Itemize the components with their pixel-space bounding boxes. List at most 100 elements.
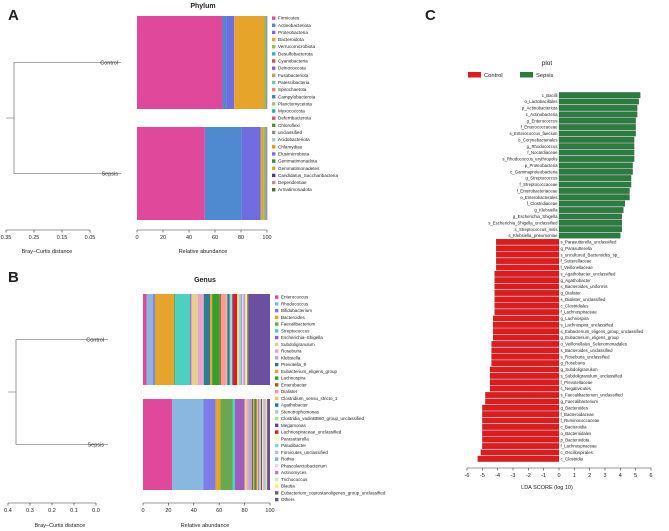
legend-label: Planctomycetota — [278, 101, 312, 106]
lda-bar-label: f_Nocardiaceae — [527, 150, 558, 155]
bar-segment-control-27 — [244, 294, 247, 385]
bar-segment-control-25 — [242, 294, 244, 385]
lda-bar-label: g_Eubacterium_eligens_group — [561, 335, 620, 340]
lda-bar — [558, 105, 638, 111]
bar-segment-sepsis-8 — [247, 399, 249, 490]
legend-swatch — [275, 362, 279, 367]
bar-segment-sepsis-3 — [215, 399, 221, 490]
legend-swatch — [275, 403, 279, 407]
lda-bar — [489, 372, 560, 379]
lda-bar — [482, 424, 560, 430]
panel-c-title: plot — [542, 60, 553, 67]
legend-label: Bifidobacterium — [281, 308, 312, 313]
bar-segment-control-20 — [233, 294, 238, 385]
x-tick-label: -4 — [495, 473, 500, 479]
panel-letter-a: A — [8, 7, 19, 24]
lda-bar — [482, 404, 560, 411]
bar-segment-sepsis-28 — [266, 399, 267, 490]
bar-segment-sepsis-4 — [220, 399, 233, 490]
legend-label-sepsis: Sepsis — [536, 73, 554, 79]
legend-label: Bacteroidota — [278, 37, 304, 42]
legend-label: Campylobacterota — [278, 94, 316, 99]
lda-bar-label: c_Oscillospirales — [561, 450, 593, 455]
legend-label: Agathobacter — [281, 403, 308, 408]
lda-bar — [494, 302, 560, 309]
lda-bar-label: g_Klebsiella — [534, 208, 558, 213]
x-tick-label: -1 — [541, 473, 546, 479]
legend-label: Parasutterella — [281, 436, 309, 441]
lda-bar — [558, 200, 626, 207]
x-tick-label: 5 — [634, 473, 637, 479]
legend-swatch — [272, 30, 276, 35]
lda-bar-label: s_Roseburia_unclassified — [561, 354, 611, 359]
sample-label-control: Control — [100, 61, 118, 67]
lda-bar-label: g_Dialister — [561, 291, 582, 296]
lda-bar-label: s_uncultured_Bacteroides_sp_ — [561, 252, 621, 257]
lda-bar-label: g_Parasutterella — [561, 246, 593, 251]
bar-segment-control-26 — [243, 294, 245, 385]
legend-label: Chlamydiae — [278, 144, 303, 149]
legend-swatch — [272, 109, 276, 113]
bar-segment-control-4 — [264, 16, 266, 109]
x-tick-label: 60 — [212, 235, 218, 241]
lda-bar — [496, 245, 560, 252]
bar-segment-control-12 — [212, 294, 220, 385]
bar-segment-control-13 — [219, 294, 221, 385]
legend-label: Others — [281, 497, 295, 502]
legend-label: Firmicutes_unclassified — [281, 450, 328, 455]
bar-segment-sepsis-21 — [262, 399, 263, 490]
x-tick-label: -2 — [526, 473, 531, 479]
bar-segment-sepsis-30 — [267, 399, 270, 490]
legend-label: Blautia — [281, 484, 295, 489]
lda-bar — [496, 239, 560, 245]
bar-segment-sepsis-9 — [248, 399, 252, 490]
bar-segment-control-28 — [246, 294, 248, 385]
lda-bar — [482, 436, 560, 443]
lda-bar-label: s_Agathobacter_unclassified — [561, 271, 617, 276]
x-tick-label: 40 — [191, 508, 197, 514]
panel-c-legend: Control Sepsis — [468, 72, 554, 79]
lda-bar — [558, 111, 638, 118]
panel-a-xlabel: Relative abundance — [179, 249, 228, 255]
lda-bar — [480, 449, 560, 456]
lda-bar — [494, 296, 560, 303]
lda-bar-label: s_Parasutterella_unclassified — [561, 240, 618, 245]
legend-swatch — [272, 137, 276, 142]
bar-segment-control-1 — [146, 294, 154, 385]
bar-segment-control-6 — [190, 294, 192, 385]
bar-segment-sepsis-2 — [203, 399, 216, 490]
legend-label: Deinococcota — [278, 66, 306, 71]
x-tick-label: 60 — [216, 508, 222, 514]
lda-bar-label: f_Lachnospiraceae — [561, 444, 598, 449]
legend-swatch — [272, 188, 276, 192]
lda-bar-label: p_Proteobacteria — [525, 163, 558, 168]
bar-segment-control-15 — [225, 294, 228, 385]
lda-bar-label: f_Clostridiaceae — [527, 201, 558, 206]
legend-label: Faecalibacterium — [281, 322, 316, 327]
x-tick-label: 80 — [238, 235, 244, 241]
legend-swatch — [272, 80, 276, 85]
legend-label: unclassified — [278, 130, 302, 135]
legend-swatch — [272, 145, 276, 149]
legend-swatch — [272, 152, 276, 156]
x-tick-label: -5 — [480, 473, 485, 479]
legend-swatch — [275, 322, 279, 326]
legend-swatch — [272, 173, 276, 178]
bar-segment-control-23 — [239, 294, 242, 385]
legend-swatch — [275, 464, 279, 468]
panel-b-genus: Genus Control Sepsis 0.4 0.3 0.2 0.1 0.0 0 20 40… — [4, 277, 386, 529]
lda-bar-label: s_Bacteroides_uniformis — [561, 284, 608, 289]
lda-bar — [489, 366, 560, 373]
lda-bar-label: s_Streptococcus_mitis — [515, 227, 558, 232]
lda-bar-label: s_Dialister_unclassified — [561, 297, 607, 302]
bar-segment-sepsis-11 — [253, 399, 255, 490]
legend-label: Clostridia_vadinBB60_group_unclassified — [281, 416, 365, 421]
panel-b-bars: 0 20 40 60 80 100 — [141, 294, 275, 514]
lda-bar — [496, 258, 560, 264]
legend-swatch — [272, 102, 276, 106]
bar-segment-sepsis-3 — [260, 127, 264, 220]
lda-bar — [558, 213, 622, 220]
lda-bar — [491, 341, 560, 347]
dendro-tick-label: 0.3 — [26, 508, 34, 514]
lda-bar-label: f_Enterococcaceae — [521, 125, 558, 130]
